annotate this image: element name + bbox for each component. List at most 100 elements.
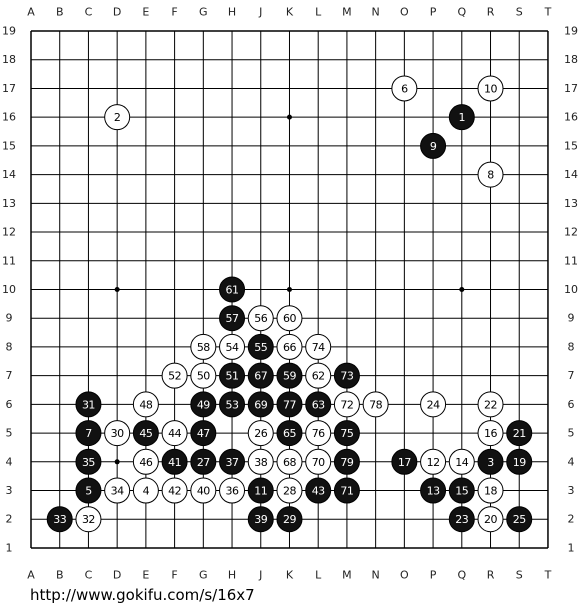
- move-number: 52: [168, 370, 181, 383]
- column-label: S: [516, 569, 523, 582]
- stone: [420, 477, 447, 504]
- row-label: 18: [2, 53, 16, 66]
- stone: [420, 132, 447, 159]
- row-label: 1: [568, 541, 575, 554]
- stone: [75, 391, 102, 418]
- stone: [132, 391, 159, 418]
- stone: [190, 362, 217, 389]
- stone: [448, 506, 475, 533]
- stone: [247, 448, 274, 475]
- move-number: 35: [82, 456, 95, 469]
- stone: [190, 477, 217, 504]
- move-number: 58: [197, 341, 210, 354]
- row-label: 13: [2, 197, 16, 210]
- star-point: [286, 286, 292, 292]
- row-label: 17: [2, 82, 16, 95]
- stone: [420, 391, 447, 418]
- move-number: 5: [85, 485, 92, 498]
- column-label: Q: [457, 569, 466, 582]
- move-number: 38: [254, 456, 267, 469]
- column-label: B: [56, 569, 64, 582]
- stone: [276, 477, 303, 504]
- move-number: 33: [53, 513, 66, 526]
- stone: [362, 391, 389, 418]
- row-label: 13: [564, 197, 578, 210]
- stone: [247, 420, 274, 447]
- stone: [219, 305, 246, 332]
- move-number: 17: [398, 456, 411, 469]
- column-label: O: [400, 569, 409, 582]
- row-label: 4: [568, 455, 575, 468]
- row-label: 16: [2, 111, 16, 124]
- move-number: 79: [340, 456, 353, 469]
- row-label: 6: [568, 398, 575, 411]
- move-number: 36: [226, 485, 239, 498]
- column-label: R: [487, 569, 495, 582]
- stone: [305, 362, 332, 389]
- stone: [333, 477, 360, 504]
- move-number: 56: [254, 312, 267, 325]
- stone: [477, 448, 504, 475]
- move-number: 75: [340, 427, 353, 440]
- column-label: E: [142, 6, 149, 19]
- column-label: L: [315, 6, 322, 19]
- row-label: 15: [564, 139, 578, 152]
- row-label: 19: [2, 25, 16, 38]
- stone: [190, 420, 217, 447]
- move-number: 32: [82, 513, 95, 526]
- move-number: 8: [487, 169, 494, 182]
- stone: [219, 448, 246, 475]
- column-label: D: [113, 569, 121, 582]
- move-number: 46: [139, 456, 152, 469]
- stone: [333, 448, 360, 475]
- move-number: 34: [111, 485, 124, 498]
- move-number: 47: [197, 427, 210, 440]
- column-label: S: [516, 6, 523, 19]
- row-label: 1: [6, 541, 13, 554]
- move-number: 63: [312, 398, 325, 411]
- stone: [104, 420, 131, 447]
- row-label: 9: [568, 312, 575, 325]
- move-number: 31: [82, 398, 95, 411]
- stone: [305, 477, 332, 504]
- row-label: 6: [6, 398, 13, 411]
- move-number: 71: [340, 485, 353, 498]
- stone: [448, 104, 475, 131]
- stone: [104, 477, 131, 504]
- row-label: 3: [6, 484, 13, 497]
- column-label: N: [372, 6, 380, 19]
- move-number: 78: [369, 398, 382, 411]
- move-number: 1: [459, 111, 466, 124]
- stone: [247, 506, 274, 533]
- move-number: 60: [283, 312, 296, 325]
- move-number: 30: [111, 427, 124, 440]
- move-number: 73: [340, 370, 353, 383]
- row-label: 10: [564, 283, 578, 296]
- move-number: 50: [197, 370, 210, 383]
- move-number: 37: [226, 456, 239, 469]
- stone: [391, 448, 418, 475]
- stone: [333, 362, 360, 389]
- stone: [247, 362, 274, 389]
- stone: [506, 448, 533, 475]
- star-point: [114, 459, 120, 465]
- stone: [161, 477, 188, 504]
- column-label: E: [142, 569, 149, 582]
- stone: [333, 391, 360, 418]
- column-label: G: [199, 6, 208, 19]
- move-number: 18: [484, 485, 497, 498]
- row-label: 15: [2, 139, 16, 152]
- column-label: R: [487, 6, 495, 19]
- row-label: 3: [568, 484, 575, 497]
- column-label: C: [85, 569, 93, 582]
- stone: [247, 333, 274, 360]
- stone: [276, 333, 303, 360]
- move-number: 6: [401, 82, 408, 95]
- column-label: N: [372, 569, 380, 582]
- row-label: 5: [568, 427, 575, 440]
- column-label: G: [199, 569, 208, 582]
- move-number: 16: [484, 427, 497, 440]
- move-number: 39: [254, 513, 267, 526]
- stone: [161, 362, 188, 389]
